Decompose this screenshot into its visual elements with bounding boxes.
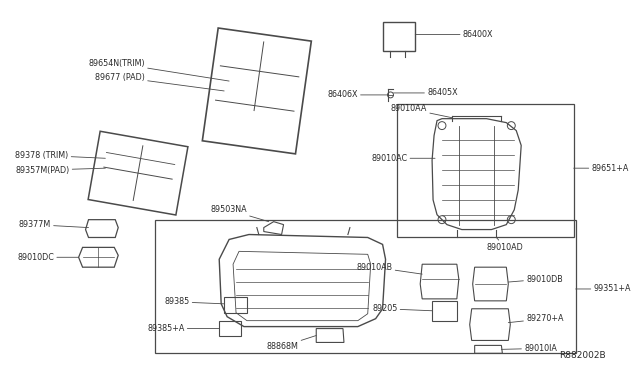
Text: 89010AA: 89010AA — [391, 104, 452, 118]
Text: 89205: 89205 — [372, 304, 432, 313]
Text: 89503NA: 89503NA — [211, 205, 269, 222]
Text: R882002B: R882002B — [559, 351, 605, 360]
Text: 89677 (PAD): 89677 (PAD) — [95, 73, 224, 91]
Text: 89010AC: 89010AC — [371, 154, 435, 163]
Text: 89010DB: 89010DB — [508, 275, 563, 283]
Text: 89377M: 89377M — [19, 220, 88, 229]
Text: 89010IA: 89010IA — [501, 344, 557, 353]
Text: 89270+A: 89270+A — [508, 314, 564, 323]
Text: 89357M(PAD): 89357M(PAD) — [15, 166, 106, 175]
Text: 89385: 89385 — [164, 297, 224, 306]
Text: 89010DC: 89010DC — [17, 253, 79, 262]
Text: 99351+A: 99351+A — [575, 285, 631, 294]
Text: 89385+A: 89385+A — [147, 324, 220, 333]
Text: 89010AB: 89010AB — [356, 263, 422, 274]
Text: 88868M: 88868M — [266, 336, 316, 351]
Text: 89651+A: 89651+A — [573, 164, 629, 173]
Text: 86405X: 86405X — [394, 89, 458, 97]
Text: 89654N(TRIM): 89654N(TRIM) — [88, 59, 229, 81]
Text: 89010AD: 89010AD — [486, 237, 524, 252]
Text: 86400X: 86400X — [415, 30, 493, 39]
Text: 86406X: 86406X — [327, 90, 388, 99]
Text: 89378 (TRIM): 89378 (TRIM) — [15, 151, 106, 160]
